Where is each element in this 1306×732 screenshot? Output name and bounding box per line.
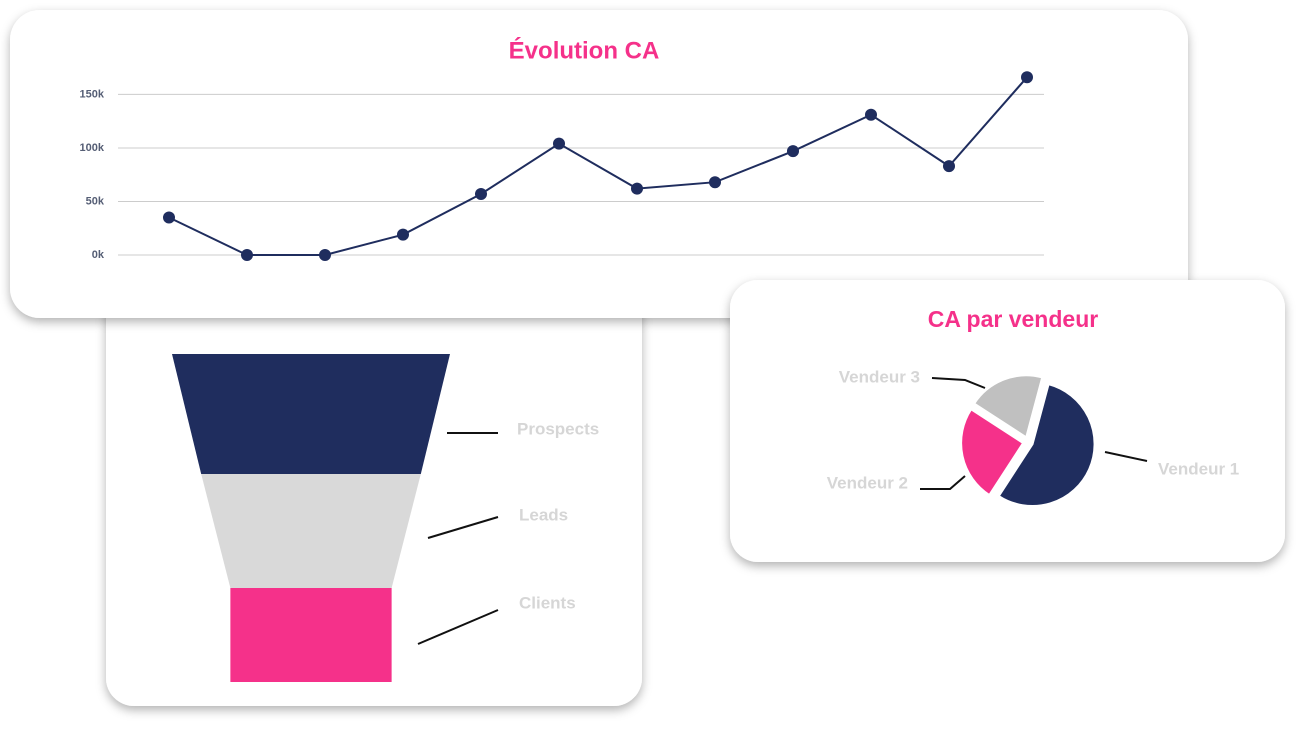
pie-slice (972, 374, 1044, 439)
pie-label: Vendeur 3 (839, 367, 920, 386)
funnel-label: Clients (519, 593, 576, 612)
point (397, 228, 409, 241)
point (943, 160, 955, 173)
point (163, 211, 175, 224)
pie-label: Vendeur 1 (1158, 459, 1239, 478)
funnel-segment (172, 354, 450, 474)
y-tick-label: 50k (86, 195, 105, 207)
point (1021, 71, 1033, 84)
point (241, 249, 253, 261)
leader-line (1104, 451, 1148, 462)
pie-chart: Vendeur 1 Vendeur 2 Vendeur 3 (827, 367, 1239, 507)
point (709, 176, 721, 189)
leader-line (427, 516, 499, 539)
point (865, 108, 877, 121)
funnel-segment (230, 588, 392, 682)
line-card (10, 10, 1188, 318)
point (631, 182, 643, 195)
point (787, 145, 799, 158)
pie-slice (997, 382, 1096, 507)
leader-line (920, 475, 966, 490)
funnel-chart: Prospects Leads Clients (172, 354, 599, 682)
leader-line (417, 609, 499, 645)
point (553, 137, 565, 150)
funnel-label: Prospects (517, 419, 599, 438)
point (319, 249, 331, 261)
chart-title: Évolution CA (509, 36, 660, 64)
leader-line (931, 377, 986, 389)
pie-label: Vendeur 2 (827, 473, 908, 492)
y-tick-label: 0k (92, 249, 105, 261)
line-chart: 0k 50k 100k 150k (80, 71, 1044, 261)
chart-title: CA par vendeur (928, 306, 1098, 332)
pie-slice (960, 407, 1025, 497)
y-tick-label: 100k (80, 142, 105, 154)
funnel-label: Leads (519, 505, 568, 524)
y-tick-label: 150k (80, 88, 105, 100)
line (168, 76, 1028, 256)
funnel-segment (201, 474, 421, 588)
point (475, 187, 487, 200)
